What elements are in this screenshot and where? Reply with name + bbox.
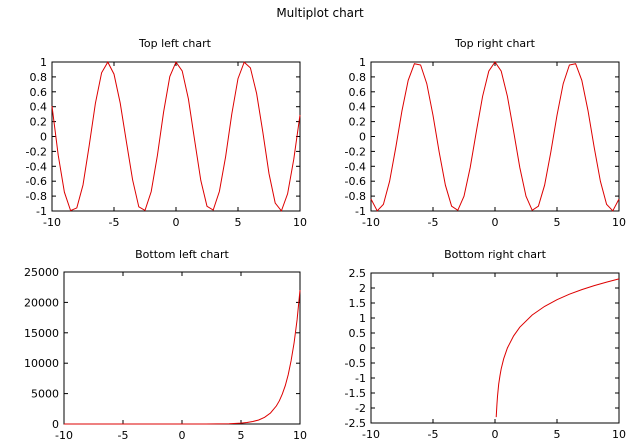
chart-title: Top right chart [454,37,536,50]
chart-bottom-left: Bottom left chart 2500020000150001000050… [24,248,307,442]
x-tick-label: 0 [173,216,180,229]
x-tick-label: 10 [612,216,626,229]
axes-ticks: 10.80.60.40.20-0.2-0.4-0.6-0.8-1-10 -5 0 5 1… [26,56,307,229]
y-tick-label: 15000 [24,327,59,340]
y-tick-label: 2 [359,282,366,295]
y-tick-label: 0.4 [349,101,367,114]
chart-title: Bottom right chart [444,248,546,261]
data-line [64,290,301,425]
y-tick-label: 1.5 [349,297,367,310]
y-tick-label: 0.2 [30,116,48,129]
x-tick-label: -5 [109,216,120,229]
y-tick-label: 0 [359,131,366,144]
data-line [370,61,620,212]
x-tick-label: 5 [554,216,561,229]
x-tick-label: -10 [43,216,61,229]
y-tick-label: -0.2 [345,145,366,158]
data-line [51,61,301,212]
x-tick-label: 0 [492,428,499,441]
y-tick-label: 1 [40,56,47,69]
x-tick-label: -5 [428,216,439,229]
x-tick-label: 5 [554,428,561,441]
y-tick-label: -0.2 [26,145,47,158]
x-tick-label: 10 [293,216,307,229]
y-tick-label: 0.6 [30,86,48,99]
chart-title: Top left chart [138,37,212,50]
y-tick-label: 0.8 [30,71,48,84]
y-tick-label: 20000 [24,296,59,309]
chart-top-right: Top right chart 10.80.60.40.20-0.2-0.4-0… [345,37,626,229]
y-tick-label: -1 [355,205,366,218]
y-tick-label: -0.8 [345,190,366,203]
y-tick-label: 10000 [24,357,59,370]
y-tick-label: 0.2 [349,116,367,129]
axes-ticks: 10.80.60.40.20-0.2-0.4-0.6-0.8-1-10 -5 0 5 1… [345,56,626,229]
x-tick-label: -5 [428,428,439,441]
y-tick-label: -0.4 [345,160,366,173]
plot-frame [370,272,620,424]
y-tick-label: 0.4 [30,101,48,114]
y-tick-label: -1.5 [345,387,366,400]
y-tick-label: 1 [359,56,366,69]
y-tick-label: -2 [355,402,366,415]
x-tick-label: -5 [118,429,129,442]
x-tick-label: -10 [55,429,73,442]
x-tick-label: 5 [238,429,245,442]
y-tick-label: 0.8 [349,71,367,84]
y-tick-label: -0.6 [26,175,47,188]
x-tick-label: 10 [612,428,626,441]
y-tick-label: 0 [40,131,47,144]
y-tick-label: -2.5 [345,417,366,430]
y-tick-label: -1 [355,372,366,385]
chart-top-left: Top left chart 10.80.60.40.20-0.2-0.4-0.… [26,37,307,229]
y-tick-label: -1 [36,205,47,218]
y-tick-label: -0.6 [345,175,366,188]
x-tick-label: 5 [235,216,242,229]
x-tick-label: 10 [293,429,307,442]
y-tick-label: 1 [359,312,366,325]
y-tick-label: 0.5 [349,327,367,340]
chart-bottom-right: Bottom right chart 2.5 2 1.5 1 0.5 0 -0.5 -1 -1.… [345,248,626,441]
y-tick-label: 5000 [31,388,59,401]
x-tick-label: -10 [362,428,380,441]
y-tick-label: 25000 [24,266,59,279]
x-tick-label: -10 [362,216,380,229]
y-tick-label: -0.8 [26,190,47,203]
x-tick-label: 0 [179,429,186,442]
data-line [495,278,620,418]
axes-ticks: 2.5 2 1.5 1 0.5 0 -0.5 -1 -1.5 -2 -2.5-10 -5 0 5 10 [345,267,626,441]
x-tick-label: 0 [492,216,499,229]
figure-title: Multiplot chart [276,6,364,20]
y-tick-label: -0.5 [345,357,366,370]
y-tick-label: 0 [52,418,59,431]
y-tick-label: 0.6 [349,86,367,99]
chart-title: Bottom left chart [135,248,229,261]
y-tick-label: 0 [359,342,366,355]
y-tick-label: -0.4 [26,160,47,173]
y-tick-label: 2.5 [349,267,367,280]
